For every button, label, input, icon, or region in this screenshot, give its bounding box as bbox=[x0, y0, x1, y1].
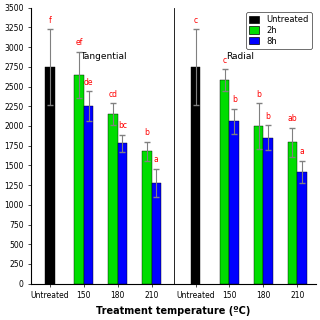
Text: f: f bbox=[49, 16, 51, 25]
Bar bbox=[220, 80, 229, 284]
Text: de: de bbox=[84, 78, 93, 87]
Bar bbox=[152, 183, 161, 284]
Text: b: b bbox=[256, 90, 261, 99]
Legend: Untreated, 2h, 8h: Untreated, 2h, 8h bbox=[246, 12, 312, 49]
Bar bbox=[254, 126, 263, 284]
Text: ab: ab bbox=[288, 114, 297, 123]
Bar bbox=[191, 67, 200, 284]
Bar bbox=[297, 172, 307, 284]
Text: ef: ef bbox=[76, 38, 83, 47]
Bar bbox=[288, 142, 297, 284]
Text: b: b bbox=[144, 128, 149, 137]
Bar bbox=[142, 151, 152, 284]
Text: bc: bc bbox=[118, 121, 127, 130]
Bar bbox=[45, 67, 55, 284]
Bar bbox=[118, 143, 127, 284]
Text: b: b bbox=[232, 95, 236, 104]
Text: a: a bbox=[300, 147, 304, 156]
Bar bbox=[84, 106, 93, 284]
Bar bbox=[74, 75, 84, 284]
Bar bbox=[229, 121, 239, 284]
X-axis label: Treatment temperature (ºC): Treatment temperature (ºC) bbox=[96, 306, 251, 316]
Text: Radial: Radial bbox=[226, 52, 254, 61]
Bar bbox=[263, 138, 273, 284]
Text: cd: cd bbox=[108, 90, 117, 99]
Bar bbox=[108, 114, 118, 284]
Text: a: a bbox=[154, 155, 159, 164]
Text: c: c bbox=[223, 56, 227, 65]
Text: b: b bbox=[266, 112, 270, 121]
Text: Tangential: Tangential bbox=[80, 52, 127, 61]
Text: c: c bbox=[194, 16, 198, 25]
